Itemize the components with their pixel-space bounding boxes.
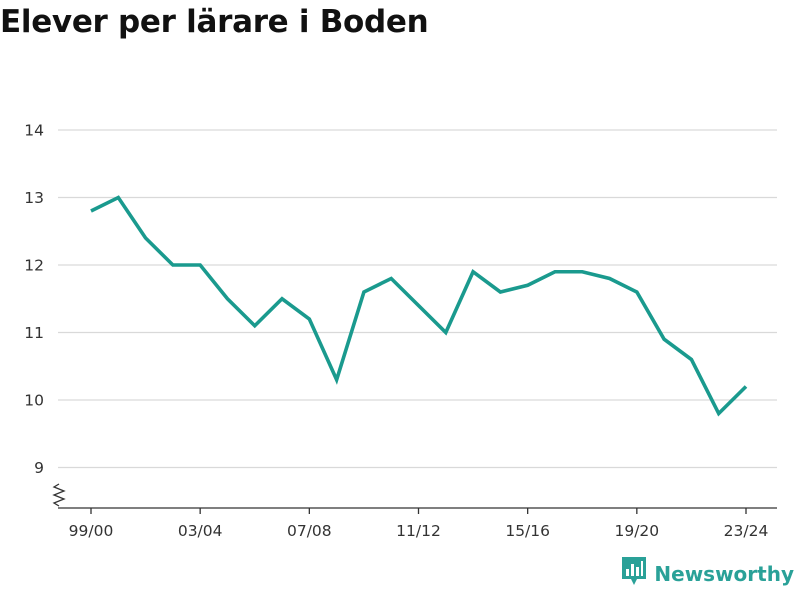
y-tick-label: 10 — [24, 392, 44, 410]
y-tick-label: 14 — [24, 122, 44, 140]
brand-logo: Newsworthy — [622, 557, 794, 590]
y-axis-ticks: 9 10 11 12 13 14 — [24, 122, 66, 507]
x-tick-label: 23/24 — [724, 522, 769, 540]
x-tick-label: 07/08 — [287, 522, 332, 540]
y-tick-label: 9 — [34, 459, 44, 477]
axis-break-icon — [52, 483, 66, 507]
series-layer — [90, 195, 748, 417]
y-tick-label: 13 — [24, 189, 44, 207]
x-tick-label: 99/00 — [69, 522, 114, 540]
y-tick-label: 12 — [24, 257, 44, 275]
chart-title: Elever per lärare i Boden — [0, 4, 429, 40]
y-tick-label: 11 — [24, 324, 44, 342]
brand-name: Newsworthy — [654, 561, 794, 586]
x-tick-label: 03/04 — [178, 522, 223, 540]
bar-chart-logo-icon — [622, 557, 647, 590]
x-axis: 99/00 03/04 07/08 11/12 15/16 19/20 23/24 — [58, 507, 777, 540]
x-tick-label: 15/16 — [505, 522, 550, 540]
x-tick-label: 19/20 — [614, 522, 659, 540]
x-tick-label: 11/12 — [396, 522, 441, 540]
gridlines — [58, 129, 777, 469]
